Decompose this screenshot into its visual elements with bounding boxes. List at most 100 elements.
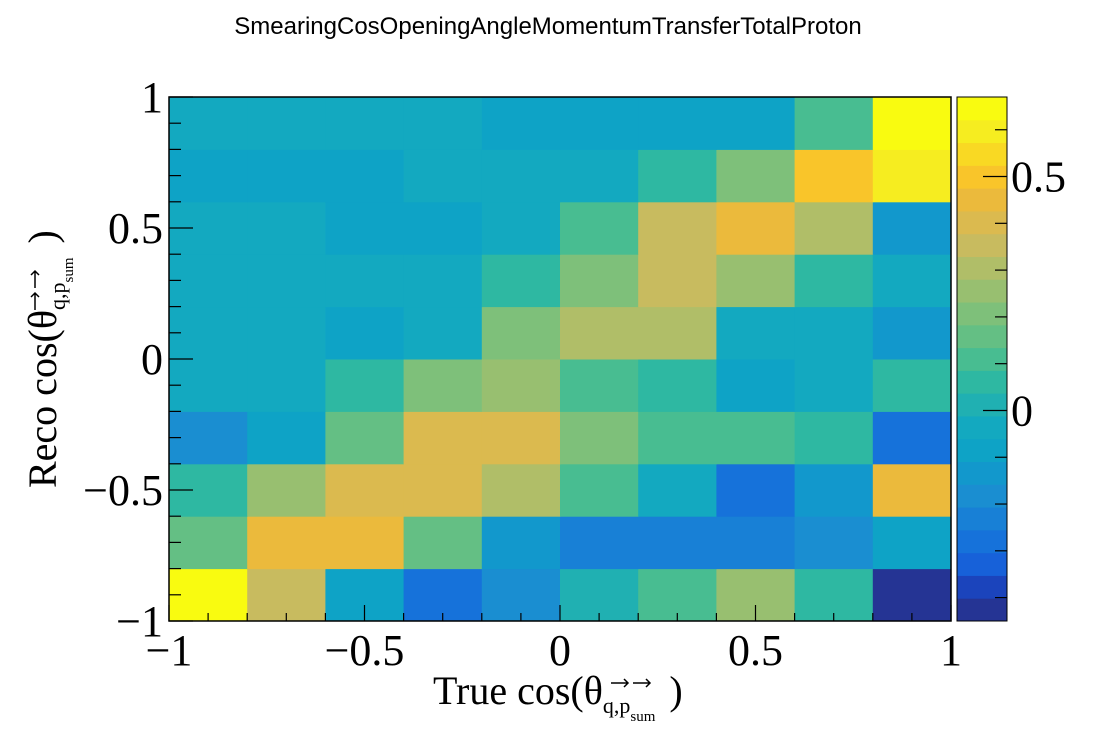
heatmap-cell bbox=[325, 306, 405, 360]
x-axis-label-sub-q: q bbox=[603, 693, 614, 718]
heatmap-cells bbox=[169, 97, 952, 622]
heatmap-cell bbox=[169, 149, 248, 203]
heatmap-cell bbox=[560, 463, 639, 517]
x-axis-label-main: True cos(θ bbox=[433, 668, 603, 713]
heatmap-cell bbox=[560, 201, 639, 255]
heatmap-cell bbox=[403, 463, 483, 517]
heatmap-cell bbox=[872, 568, 952, 622]
heatmap-cell bbox=[716, 254, 796, 308]
heatmap-cell bbox=[716, 201, 796, 255]
x-axis-label-sub-comma: , bbox=[614, 693, 620, 718]
heatmap-cell bbox=[638, 306, 717, 360]
heatmap-cell bbox=[794, 516, 874, 570]
y-axis-label: Reco cos(θq,psum) bbox=[20, 230, 77, 488]
heatmap-cell bbox=[638, 359, 717, 412]
y-axis-label-sub-p: p bbox=[45, 283, 70, 294]
x-axis-label-sub-sum: sum bbox=[630, 709, 655, 725]
heatmap-cell bbox=[872, 97, 952, 150]
heatmap-cell bbox=[247, 254, 326, 308]
x-tick-label: 1 bbox=[940, 626, 962, 675]
heatmap-cell bbox=[403, 306, 483, 360]
heatmap-cell bbox=[247, 411, 326, 465]
x-axis: −1 −0.5 0 0.5 1 bbox=[146, 605, 962, 675]
y-axis-label-sub-comma: , bbox=[45, 294, 70, 300]
heatmap-cell bbox=[403, 201, 483, 255]
z-tick-label: 0 bbox=[1011, 386, 1033, 435]
heatmap-cell bbox=[560, 306, 639, 360]
heatmap-cell bbox=[403, 254, 483, 308]
heatmap-cell bbox=[794, 97, 874, 150]
heatmap-cell bbox=[403, 359, 483, 412]
heatmap-cell bbox=[481, 201, 561, 255]
palette-swatch bbox=[957, 370, 1007, 394]
palette-swatch bbox=[957, 575, 1007, 599]
heatmap-cell bbox=[169, 411, 248, 465]
heatmap-cell bbox=[247, 359, 326, 412]
x-axis-label-arrows bbox=[611, 678, 652, 688]
x-tick-label: 0.5 bbox=[728, 626, 783, 675]
palette-swatch bbox=[957, 233, 1007, 257]
heatmap-cell bbox=[325, 97, 405, 150]
heatmap-cell bbox=[325, 254, 405, 308]
heatmap-cell bbox=[481, 568, 561, 622]
heatmap-cell bbox=[872, 201, 952, 255]
y-axis-label-sub-sum: sum bbox=[61, 257, 77, 282]
y-axis-label-close: ) bbox=[20, 230, 65, 243]
y-axis-label-arrows bbox=[30, 269, 40, 310]
chart-title: SmearingCosOpeningAngleMomentumTransferT… bbox=[234, 13, 861, 40]
heatmap-cell bbox=[716, 359, 796, 412]
heatmap-cell bbox=[247, 97, 326, 150]
heatmap-cell bbox=[794, 254, 874, 308]
y-tick-label: 0 bbox=[141, 335, 163, 384]
heatmap-cell bbox=[560, 149, 639, 203]
heatmap-cell bbox=[247, 463, 326, 517]
palette-swatch bbox=[957, 165, 1007, 189]
y-tick-label: −1 bbox=[116, 597, 163, 646]
heatmap-cell bbox=[560, 97, 639, 150]
heatmap-cell bbox=[481, 411, 561, 465]
heatmap-cell bbox=[794, 306, 874, 360]
heatmap-cell bbox=[794, 411, 874, 465]
heatmap-cell bbox=[638, 463, 717, 517]
heatmap-cell bbox=[638, 516, 717, 570]
heatmap-cell bbox=[481, 97, 561, 150]
heatmap-cell bbox=[560, 411, 639, 465]
heatmap-cell bbox=[325, 149, 405, 203]
palette-swatch bbox=[957, 438, 1007, 463]
palette-swatch bbox=[957, 302, 1007, 326]
x-axis-label-close: ) bbox=[669, 668, 682, 713]
palette-swatch bbox=[957, 210, 1007, 235]
heatmap-cell bbox=[247, 568, 326, 622]
heatmap-cell bbox=[169, 254, 248, 308]
heatmap-cell bbox=[638, 149, 717, 203]
heatmap-cell bbox=[169, 97, 248, 150]
heatmap-cell bbox=[872, 463, 952, 517]
heatmap-cell bbox=[794, 463, 874, 517]
palette-swatch bbox=[957, 461, 1007, 485]
palette-swatch bbox=[957, 484, 1007, 508]
heatmap-cell bbox=[247, 149, 326, 203]
palette-swatch bbox=[957, 507, 1007, 531]
heatmap-cell bbox=[403, 568, 483, 622]
heatmap-cell bbox=[872, 149, 952, 203]
heatmap-cell bbox=[481, 359, 561, 412]
y-axis: −1 −0.5 0 0.5 1 bbox=[83, 73, 193, 646]
palette-swatch bbox=[957, 188, 1007, 212]
x-tick-label: −1 bbox=[146, 626, 193, 675]
x-axis-label: True cos(θq,psum) bbox=[433, 668, 683, 725]
heatmap-cell bbox=[638, 201, 717, 255]
palette-frame bbox=[956, 96, 1008, 622]
heatmap-cell bbox=[638, 254, 717, 308]
heatmap-cell bbox=[794, 359, 874, 412]
palette-swatch bbox=[957, 552, 1007, 576]
heatmap-cell bbox=[638, 568, 717, 622]
y-axis-label-sub-q: q bbox=[45, 299, 70, 310]
heatmap-cell bbox=[716, 463, 796, 517]
heatmap-cell bbox=[481, 254, 561, 308]
heatmap-cell bbox=[638, 411, 717, 465]
palette-swatch bbox=[957, 347, 1007, 371]
heatmap-cell bbox=[403, 97, 483, 150]
heatmap-cell bbox=[872, 254, 952, 308]
heatmap-cell bbox=[247, 516, 326, 570]
